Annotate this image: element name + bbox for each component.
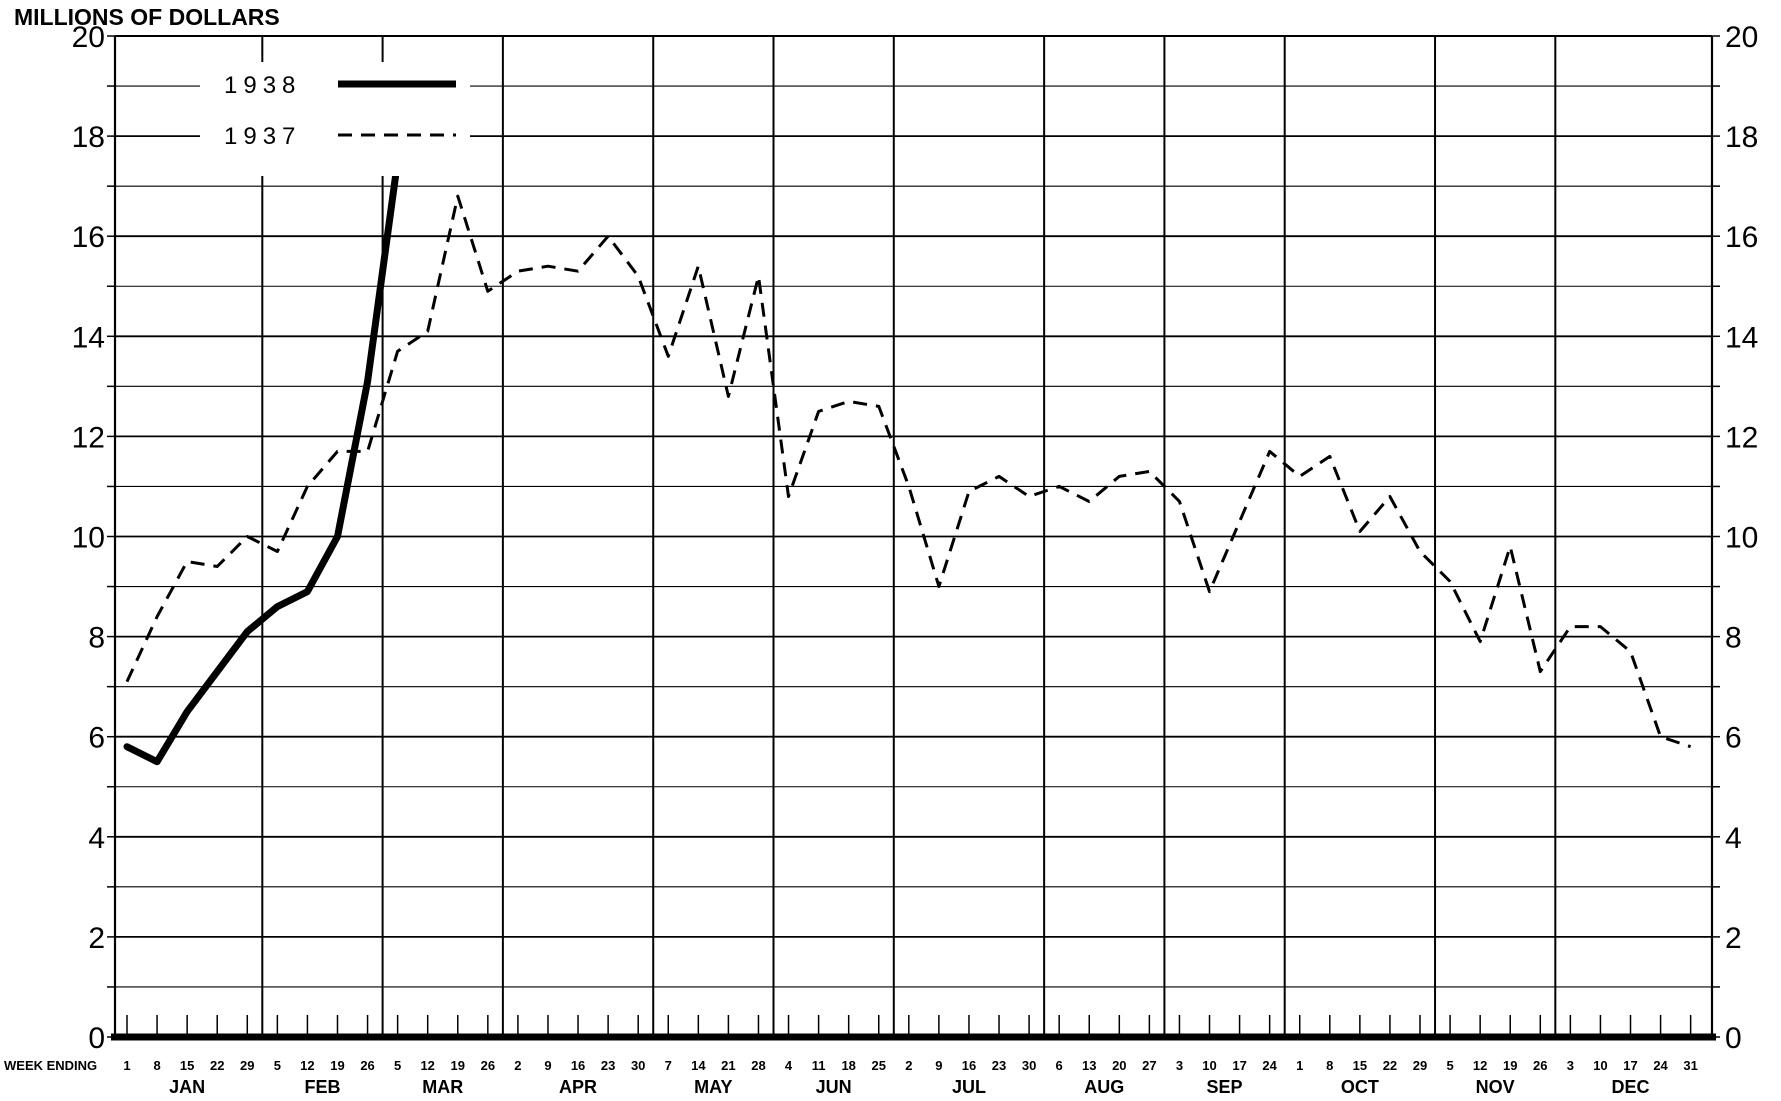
week-label: 12 [420, 1058, 434, 1073]
week-label: 30 [631, 1058, 645, 1073]
week-label: 27 [1142, 1058, 1156, 1073]
month-label: MAY [694, 1077, 732, 1096]
week-label: 10 [1593, 1058, 1607, 1073]
y-tick-label-left: 4 [88, 822, 105, 855]
week-label: 2 [514, 1058, 521, 1073]
y-tick-label-right: 20 [1725, 21, 1758, 54]
week-label: 21 [721, 1058, 735, 1073]
week-label: 11 [812, 1058, 826, 1073]
week-label: 29 [1413, 1058, 1427, 1073]
month-label: JAN [169, 1077, 205, 1096]
week-label: 18 [841, 1058, 855, 1073]
month-label: AUG [1084, 1077, 1124, 1096]
week-label: 20 [1112, 1058, 1126, 1073]
week-label: 26 [481, 1058, 495, 1073]
y-tick-label-left: 10 [72, 522, 105, 555]
week-label: 9 [935, 1058, 942, 1073]
month-label: NOV [1476, 1077, 1515, 1096]
week-label: 7 [665, 1058, 672, 1073]
week-label: 24 [1262, 1058, 1277, 1073]
week-label: 19 [451, 1058, 465, 1073]
week-label: 5 [394, 1058, 401, 1073]
y-tick-label-right: 18 [1725, 121, 1758, 154]
week-label: 16 [571, 1058, 585, 1073]
y-tick-label-right: 0 [1725, 1022, 1742, 1055]
week-label: 8 [1326, 1058, 1333, 1073]
week-label: 29 [240, 1058, 254, 1073]
week-label: 3 [1176, 1058, 1183, 1073]
week-label: 22 [1383, 1058, 1397, 1073]
week-label: 1 [1296, 1058, 1303, 1073]
week-label: 19 [330, 1058, 344, 1073]
week-label: 10 [1202, 1058, 1216, 1073]
legend-label-1937: 1937 [224, 123, 301, 150]
week-label: 4 [785, 1058, 793, 1073]
week-label: 12 [1473, 1058, 1487, 1073]
month-label: OCT [1341, 1077, 1379, 1096]
week-label: 15 [1353, 1058, 1367, 1073]
month-label: DEC [1611, 1077, 1649, 1096]
week-label: 15 [180, 1058, 194, 1073]
y-tick-label-right: 2 [1725, 922, 1742, 955]
legend-label-1938: 1938 [224, 72, 301, 99]
week-label: 17 [1623, 1058, 1637, 1073]
y-tick-label-right: 4 [1725, 822, 1742, 855]
week-label: 2 [905, 1058, 912, 1073]
week-label: 1 [123, 1058, 130, 1073]
week-label: 26 [360, 1058, 374, 1073]
week-label: 19 [1503, 1058, 1517, 1073]
y-tick-label-left: 18 [72, 121, 105, 154]
week-label: 5 [1446, 1058, 1453, 1073]
y-tick-label-right: 10 [1725, 522, 1758, 555]
week-label: 23 [992, 1058, 1006, 1073]
y-tick-label-right: 12 [1725, 421, 1758, 454]
x-axis-title: WEEK ENDING [4, 1058, 97, 1073]
y-tick-label-right: 16 [1725, 221, 1758, 254]
y-tick-label-left: 16 [72, 221, 105, 254]
week-label: 9 [544, 1058, 551, 1073]
month-label: JUN [816, 1077, 852, 1096]
week-label: 24 [1653, 1058, 1668, 1073]
week-label: 17 [1232, 1058, 1246, 1073]
week-label: 30 [1022, 1058, 1036, 1073]
y-tick-label-right: 14 [1725, 321, 1758, 354]
month-label: FEB [304, 1077, 340, 1096]
y-tick-label-right: 8 [1725, 622, 1742, 655]
y-tick-label-left: 6 [88, 722, 105, 755]
grid-layer [115, 36, 1712, 1037]
week-label: 6 [1056, 1058, 1063, 1073]
y-axis-title: MILLIONS OF DOLLARS [14, 4, 280, 30]
week-label: 31 [1683, 1058, 1697, 1073]
month-label: SEP [1207, 1077, 1243, 1096]
y-tick-label-left: 12 [72, 421, 105, 454]
series-layer [127, 161, 1691, 762]
week-label: 3 [1567, 1058, 1574, 1073]
week-label: 25 [872, 1058, 886, 1073]
week-label: 23 [601, 1058, 615, 1073]
week-label: 26 [1533, 1058, 1547, 1073]
month-label: MAR [422, 1077, 463, 1096]
week-label: 16 [962, 1058, 976, 1073]
y-tick-label-left: 14 [72, 321, 105, 354]
week-label: 12 [300, 1058, 314, 1073]
month-label: JUL [952, 1077, 986, 1096]
y-tick-label-left: 0 [88, 1022, 105, 1055]
week-label: 8 [153, 1058, 160, 1073]
week-label: 14 [691, 1058, 706, 1073]
week-label: 28 [751, 1058, 765, 1073]
y-tick-label-right: 6 [1725, 722, 1742, 755]
series-line-1937 [127, 196, 1691, 747]
y-tick-label-left: 2 [88, 922, 105, 955]
week-label: 5 [274, 1058, 281, 1073]
legend: 1938 1937 [200, 62, 470, 176]
week-label: 13 [1082, 1058, 1096, 1073]
week-label: 22 [210, 1058, 224, 1073]
y-tick-label-left: 8 [88, 622, 105, 655]
month-label: APR [559, 1077, 597, 1096]
